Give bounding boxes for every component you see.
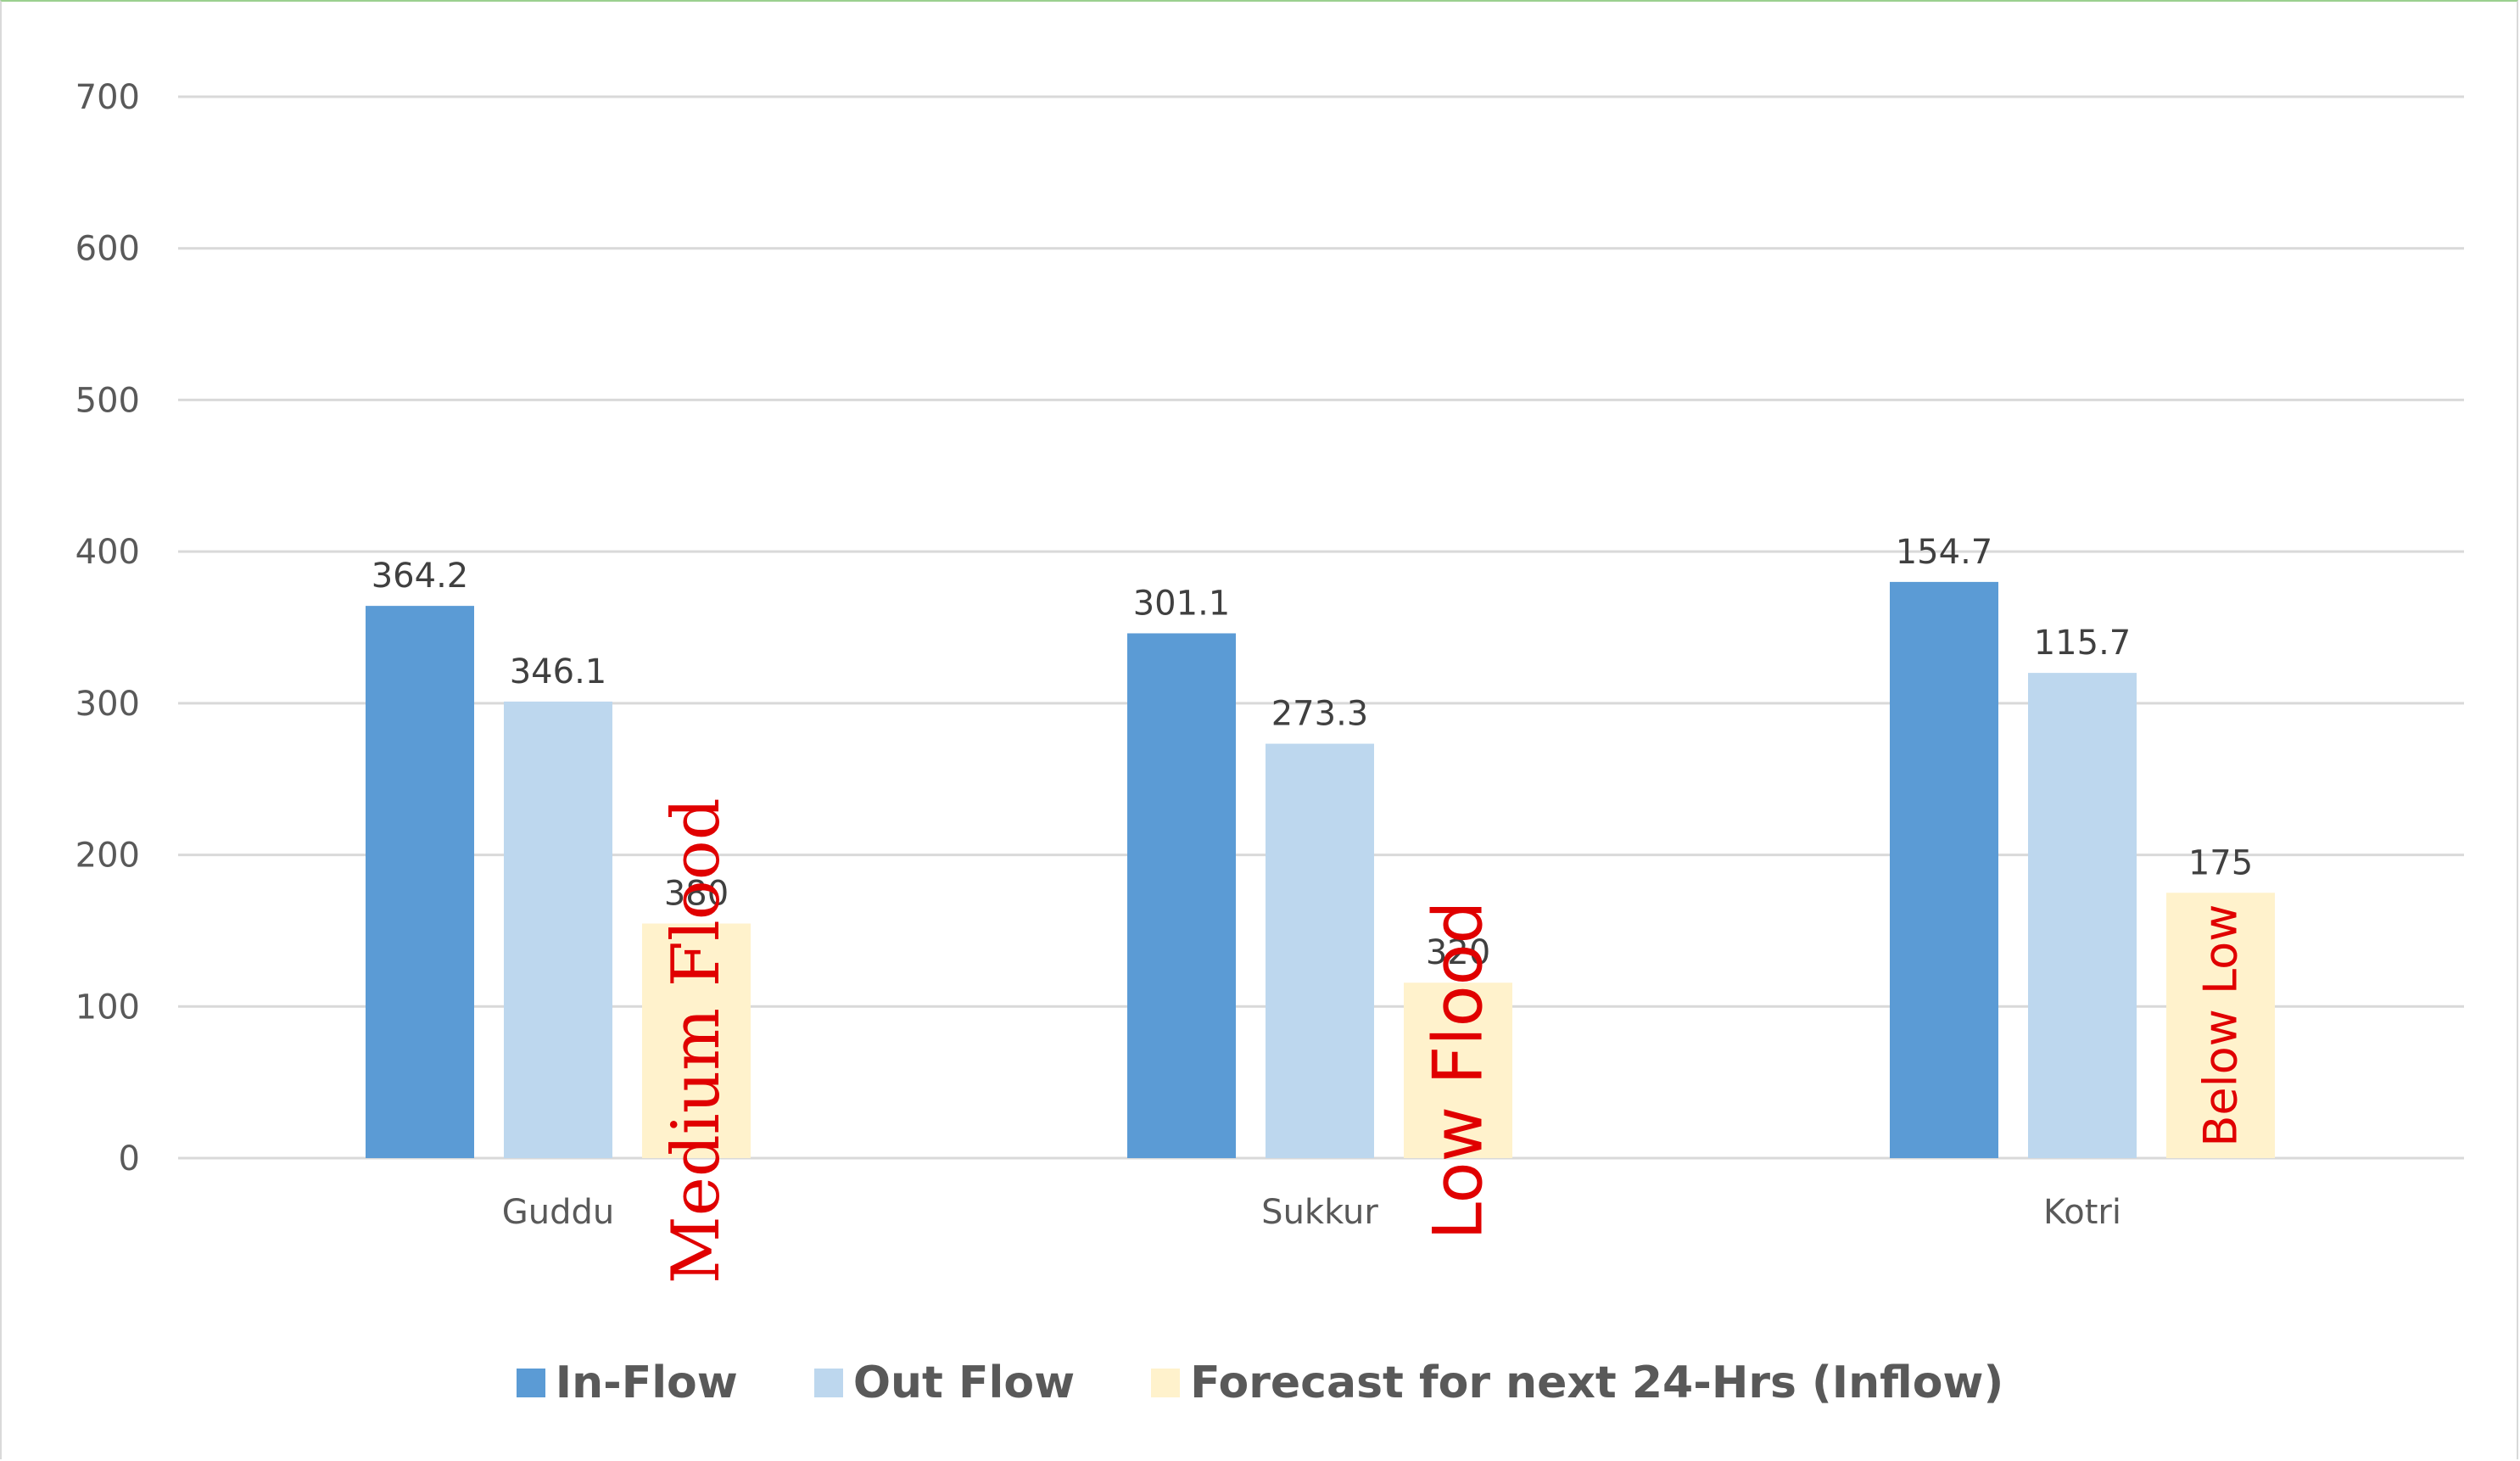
- y-tick-label: 700: [75, 78, 140, 117]
- bar-sukkur-2: [1266, 743, 1374, 1158]
- data-labels: 364.2 346.1 380 301.1 273.3 320 154.7 115.7 175: [372, 533, 2253, 972]
- bar-kotri-1: [1890, 581, 1998, 1158]
- data-label: 154.7: [1896, 533, 1993, 572]
- y-tick-label: 600: [75, 230, 140, 269]
- legend-label-in-flow: In-Flow: [555, 1357, 738, 1408]
- legend-item-out-flow: Out Flow: [813, 1357, 1076, 1408]
- data-label: 346.1: [510, 652, 607, 691]
- flood-annotation: Low Flood: [1419, 901, 1498, 1240]
- bar-guddu-1: [366, 606, 474, 1158]
- y-tick-label: 500: [75, 381, 140, 420]
- bar-guddu-2: [504, 701, 612, 1158]
- legend-label-out-flow: Out Flow: [852, 1357, 1076, 1408]
- y-tick-label: 300: [75, 685, 140, 724]
- x-axis-categories: Guddu Sukkur Kotri: [502, 1193, 2121, 1232]
- flood-annotation: Below Low: [2194, 904, 2248, 1147]
- legend-item-forecast: Forecast for next 24-Hrs (Inflow): [1151, 1357, 2003, 1408]
- category-label: Kotri: [2043, 1193, 2121, 1232]
- data-label: 320: [1426, 933, 1490, 972]
- legend-label-forecast: Forecast for next 24-Hrs (Inflow): [1190, 1357, 2004, 1408]
- category-label: Sukkur: [1261, 1193, 1378, 1232]
- data-label: 301.1: [1133, 584, 1231, 623]
- y-tick-label: 100: [75, 988, 140, 1027]
- legend-item-in-flow: In-Flow: [516, 1357, 738, 1408]
- bars: [366, 581, 2275, 1158]
- bar-kotri-3: [2166, 893, 2275, 1158]
- y-tick-label: 200: [75, 837, 140, 876]
- y-tick-label: 0: [119, 1139, 140, 1178]
- bar-sukkur-1: [1127, 633, 1236, 1158]
- legend-swatch-forecast: [1151, 1369, 1181, 1397]
- bar-chart: 0 100 200 300 400 500 600 700 364.2 346.1 380 301.…: [75, 78, 2464, 1284]
- data-label: 273.3: [1271, 695, 1369, 734]
- data-label: 364.2: [372, 557, 469, 596]
- y-axis-ticks: 0 100 200 300 400 500 600 700: [75, 78, 140, 1178]
- legend-swatch-in-flow: [516, 1369, 545, 1397]
- data-label: 175: [2188, 843, 2253, 882]
- data-label: 380: [664, 875, 729, 914]
- bar-kotri-2: [2028, 673, 2137, 1158]
- data-label: 115.7: [2034, 624, 2132, 663]
- flood-annotation: Medium Flood: [658, 798, 735, 1284]
- y-tick-label: 400: [75, 533, 140, 572]
- bar-guddu-3: [642, 923, 751, 1158]
- legend: In-Flow Out Flow Forecast for next 24-Hr…: [0, 1357, 2520, 1408]
- category-label: Guddu: [502, 1193, 614, 1232]
- legend-swatch-out-flow: [813, 1369, 843, 1397]
- bar-sukkur-3: [1404, 982, 1512, 1158]
- flood-annotations: Medium Flood Low Flood Below Low: [658, 798, 2248, 1284]
